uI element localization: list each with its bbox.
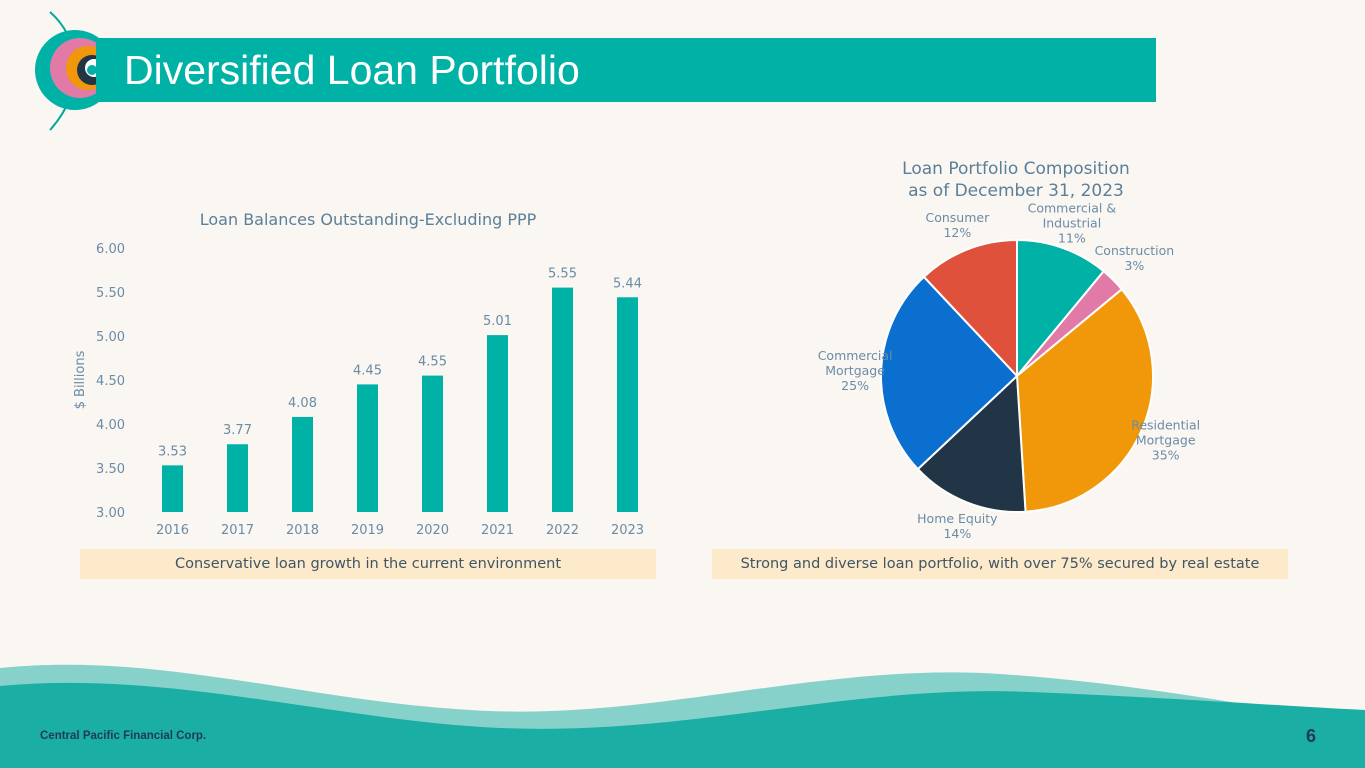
bar-data-label: 4.08 — [288, 396, 317, 411]
pie-label-text: Commercial & — [1028, 201, 1117, 216]
footer-wave — [0, 664, 1365, 768]
bar-2018 — [292, 416, 313, 512]
page-title: Diversified Loan Portfolio — [124, 47, 580, 93]
bar-chart: $ Billions 3.00 3.50 4.00 4.50 5.00 5.50 6.00 3.… — [73, 242, 644, 538]
right-caption: Strong and diverse loan portfolio, with … — [712, 549, 1288, 579]
x-tick-label: 2020 — [416, 523, 449, 538]
y-axis-label: $ Billions — [73, 350, 88, 409]
pie-label-text: Residential — [1131, 417, 1200, 432]
bar-data-label: 4.45 — [353, 363, 382, 378]
pie-label-text: Industrial — [1043, 216, 1102, 231]
pie-label-text: 3% — [1124, 258, 1144, 273]
x-tick-label: 2022 — [546, 523, 579, 538]
bar-data-label: 5.01 — [483, 314, 512, 329]
bar-chart-title: Loan Balances Outstanding-Excluding PPP — [199, 210, 537, 229]
x-tick-label: 2021 — [481, 523, 514, 538]
pie-label-text: Mortgage — [1136, 432, 1196, 447]
pie-label-text: 11% — [1058, 231, 1086, 246]
pie-slice — [916, 373, 1027, 513]
title-bar — [96, 38, 1156, 102]
bar-data-label: 3.53 — [158, 444, 187, 459]
pie-label-text: 25% — [841, 378, 869, 393]
bar-data-label: 3.77 — [223, 423, 252, 438]
pie-slice — [1015, 287, 1154, 513]
y-tick-label: 6.00 — [96, 242, 125, 257]
bar-2016 — [162, 465, 183, 512]
bar-data-label: 4.55 — [418, 355, 447, 370]
x-tick-label: 2018 — [286, 523, 319, 538]
pie-chart: Commercial &Industrial11%Construction3%R… — [818, 201, 1200, 542]
pie-label-text: Commercial — [818, 348, 893, 363]
bar-2022 — [552, 287, 573, 512]
y-tick-label: 4.50 — [96, 374, 125, 389]
bar-data-label: 5.55 — [548, 267, 577, 282]
footer-company: Central Pacific Financial Corp. — [40, 730, 207, 742]
pie-title-line-2: as of December 31, 2023 — [908, 181, 1124, 201]
bar-2017 — [227, 444, 248, 512]
pie-label-text: Home Equity — [917, 511, 998, 526]
x-tick-label: 2017 — [221, 523, 254, 538]
pie-chart-title: Loan Portfolio Composition as of Decembe… — [846, 158, 1186, 202]
pie-label-text: Consumer — [925, 210, 990, 225]
bar-data-label: 5.44 — [613, 276, 642, 291]
pie-slice — [922, 238, 1018, 379]
pie-label-text: 14% — [943, 526, 971, 541]
bar-2023 — [617, 297, 638, 512]
x-tick-label: 2023 — [611, 523, 644, 538]
y-tick-label: 4.00 — [96, 418, 125, 433]
y-tick-label: 3.50 — [96, 462, 125, 477]
pie-slice — [880, 275, 1019, 471]
x-tick-label: 2019 — [351, 523, 384, 538]
y-tick-label: 5.00 — [96, 330, 125, 345]
page-number: 6 — [1306, 726, 1317, 746]
y-tick-label: 3.00 — [96, 506, 125, 521]
pie-label-text: Construction — [1095, 243, 1175, 258]
pie-label-text: 35% — [1152, 447, 1180, 462]
bar-2021 — [487, 335, 508, 512]
left-caption: Conservative loan growth in the current … — [80, 549, 656, 579]
pie-slice — [1016, 238, 1106, 379]
x-tick-label: 2016 — [156, 523, 189, 538]
pie-label-text: Mortgage — [825, 363, 885, 378]
y-tick-label: 5.50 — [96, 286, 125, 301]
pie-title-line-1: Loan Portfolio Composition — [902, 159, 1130, 179]
bar-2020 — [422, 375, 443, 512]
pie-label-text: 12% — [943, 225, 971, 240]
bar-2019 — [357, 384, 378, 512]
